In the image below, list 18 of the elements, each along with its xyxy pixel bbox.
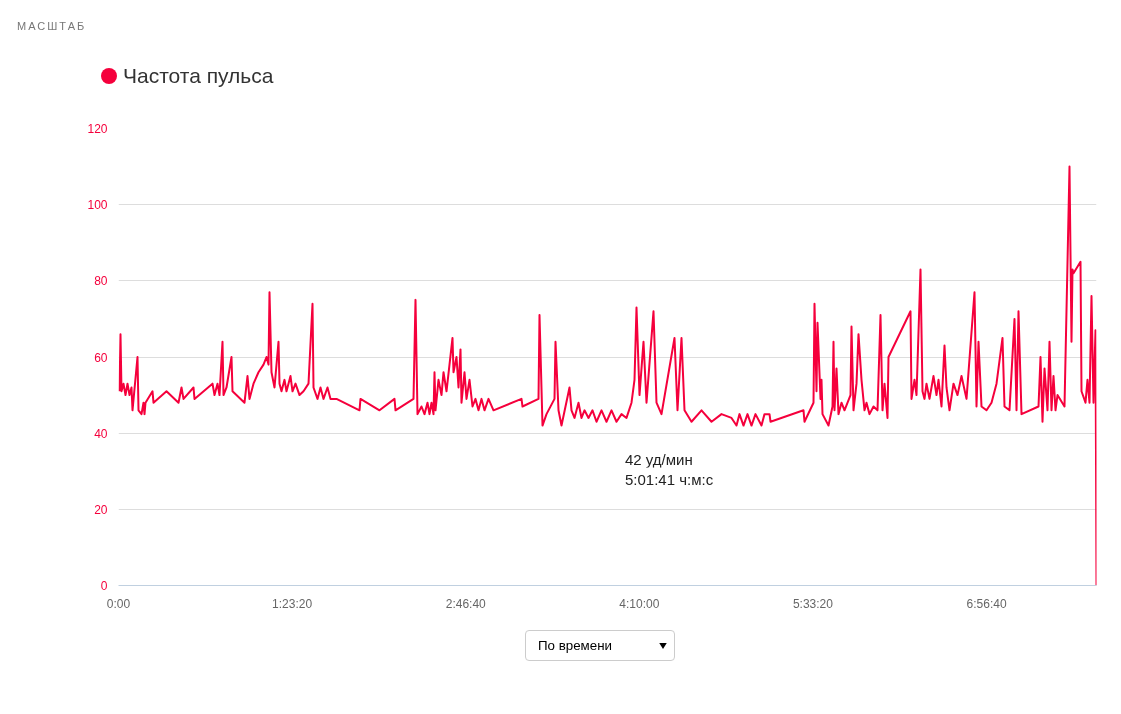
y-tick-label: 20 bbox=[94, 502, 108, 517]
y-tick-label: 120 bbox=[87, 122, 108, 136]
y-tick-label: 40 bbox=[94, 426, 108, 441]
x-tick-label: 1:23:20 bbox=[272, 596, 313, 611]
annotation: 42 уд/мин 5:01:41 ч:м:с bbox=[625, 450, 714, 488]
y-tick-label: 0 bbox=[100, 579, 108, 593]
y-tick-label: 80 bbox=[94, 274, 108, 289]
text: МАСШТАБ bbox=[17, 19, 87, 34]
line-series bbox=[118, 165, 1097, 586]
x-tick-label: 5:33:20 bbox=[792, 596, 834, 611]
y-tick-label: 60 bbox=[94, 350, 108, 365]
x-tick-label: 6:56:40 bbox=[966, 596, 1007, 611]
x-tick-label: 2:46:40 bbox=[445, 596, 487, 611]
x-tick-label: 4:10:00 bbox=[619, 596, 660, 611]
x-tick-label: 0:00 bbox=[106, 596, 131, 611]
y-tick-label: 100 bbox=[87, 198, 108, 213]
text: По времени bbox=[525, 630, 675, 662]
legend-label: Частота пульса bbox=[122, 63, 275, 89]
